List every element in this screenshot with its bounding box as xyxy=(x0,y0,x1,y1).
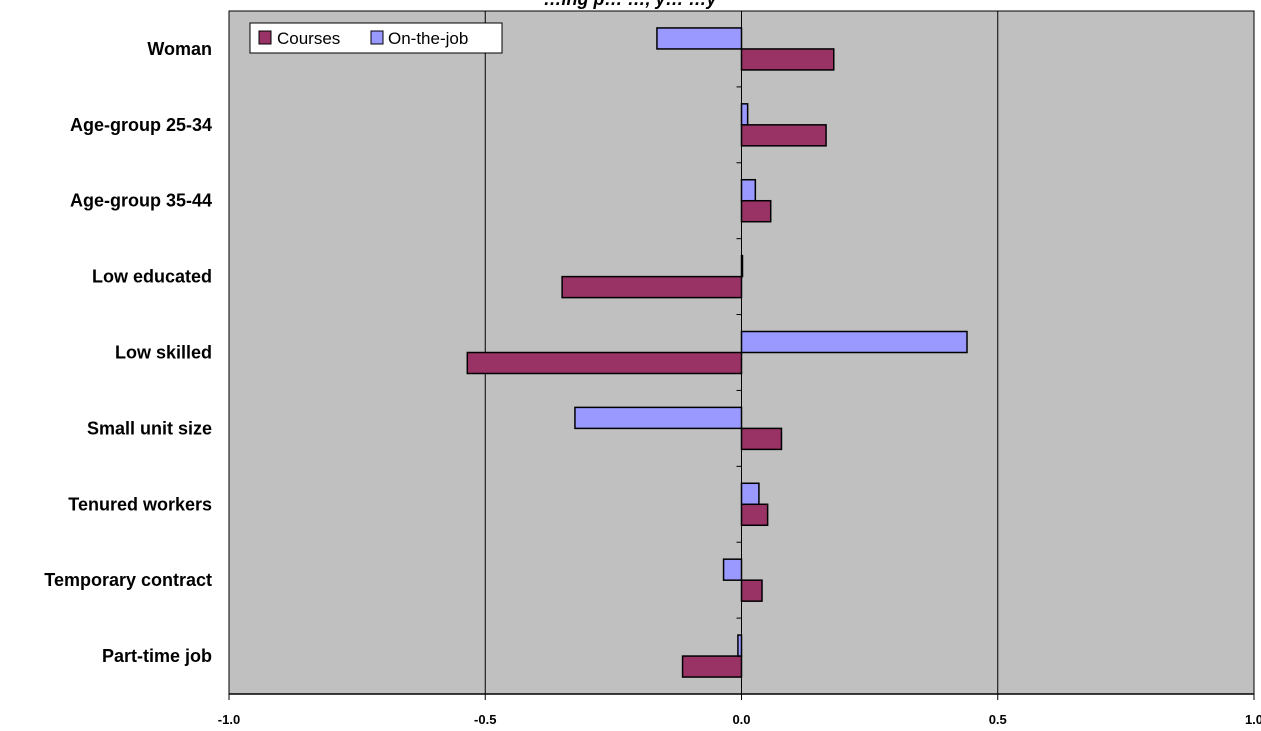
bar-courses xyxy=(740,124,827,147)
legend-label-on-the-job: On-the-job xyxy=(388,29,468,48)
axes xyxy=(228,11,1255,700)
x-tick-label: 1.0 xyxy=(1245,712,1261,727)
bar-courses xyxy=(740,579,763,602)
bar-on-the-job xyxy=(737,634,743,657)
bar-courses xyxy=(740,199,772,223)
bar-courses xyxy=(740,427,783,451)
category-label: Small unit size xyxy=(87,418,212,438)
legend-swatch-courses xyxy=(258,30,272,45)
category-label: Age-group 25-34 xyxy=(70,115,212,135)
category-label: Part-time job xyxy=(102,646,212,666)
bar-courses xyxy=(681,655,743,678)
bar-on-the-job xyxy=(574,406,743,430)
legend-label-courses: Courses xyxy=(277,29,340,48)
category-label: Low skilled xyxy=(115,343,212,363)
chart-title: …ing p… …, y… …y xyxy=(543,0,717,9)
category-label: Low educated xyxy=(92,267,212,287)
x-tick-label: -0.5 xyxy=(474,712,496,727)
bar-courses xyxy=(561,275,743,299)
category-label: Tenured workers xyxy=(68,494,212,514)
bar-on-the-job xyxy=(740,178,757,202)
x-tick-labels: -1.0 -0.5 0.0 0.5 1.0 xyxy=(218,712,1261,727)
bar-courses xyxy=(466,351,743,375)
bar-courses xyxy=(740,48,835,71)
x-tick-label: 0.0 xyxy=(732,712,750,727)
bar-on-the-job xyxy=(656,27,743,50)
bar-on-the-job xyxy=(740,103,749,126)
category-labels: Woman Age-group 25-34 Age-group 35-44 Low e… xyxy=(44,39,212,666)
x-tick-label: -1.0 xyxy=(218,712,240,727)
bar-courses xyxy=(740,503,769,527)
legend-swatch-on-the-job xyxy=(370,30,384,45)
x-tick-label: 0.5 xyxy=(989,712,1007,727)
category-label: Age-group 35-44 xyxy=(70,191,212,211)
bar-on-the-job xyxy=(740,330,968,354)
bar-on-the-job xyxy=(722,558,743,581)
bar-on-the-job xyxy=(740,482,760,506)
category-label: Woman xyxy=(147,39,212,59)
legend: Courses On-the-job xyxy=(249,22,503,54)
category-label: Temporary contract xyxy=(44,570,212,590)
